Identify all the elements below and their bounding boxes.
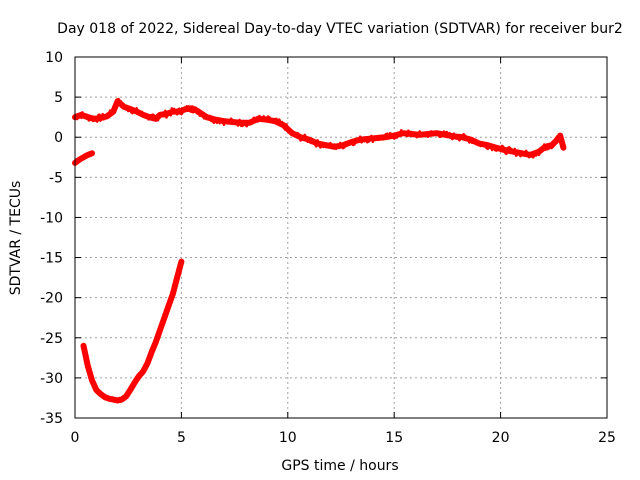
y-tick-label: 0 (54, 130, 63, 146)
frame-layer (74, 56, 608, 419)
y-tick-label: -35 (40, 411, 63, 427)
y-tick-label: -15 (40, 251, 63, 267)
series-layer (72, 97, 567, 404)
x-tick-label: 20 (492, 430, 510, 446)
y-tick-label: -5 (49, 170, 63, 186)
grid-layer (75, 57, 607, 418)
y-tick-label: 10 (45, 50, 63, 66)
x-tick-label: 5 (177, 430, 186, 446)
series-noise (74, 97, 565, 159)
plot-frame (74, 56, 608, 419)
y-tick-label: -25 (40, 331, 63, 347)
series-3 (80, 258, 185, 404)
x-tick-label: 0 (71, 430, 80, 446)
series-noise (73, 152, 93, 165)
y-axis-label: SDTVAR / TECUs (8, 181, 24, 296)
y-tick-label: -10 (40, 210, 63, 226)
series-1 (72, 97, 567, 159)
x-axis-label: GPS time / hours (281, 458, 398, 474)
x-tick-label: 15 (385, 430, 403, 446)
chart-title: Day 018 of 2022, Sidereal Day-to-day VTE… (57, 21, 623, 37)
x-tick-label: 25 (598, 430, 616, 446)
series-2 (72, 150, 95, 166)
y-tick-label: -30 (40, 371, 63, 387)
y-tick-label: -20 (40, 291, 63, 307)
tick-layer: 0 5 10 15 20 25 10 5 0 -5 -10 -15 -20 -25 -30 -35 (40, 50, 616, 446)
series-noise (82, 263, 182, 404)
y-tick-label: 5 (54, 90, 63, 106)
x-tick-label: 10 (279, 430, 297, 446)
